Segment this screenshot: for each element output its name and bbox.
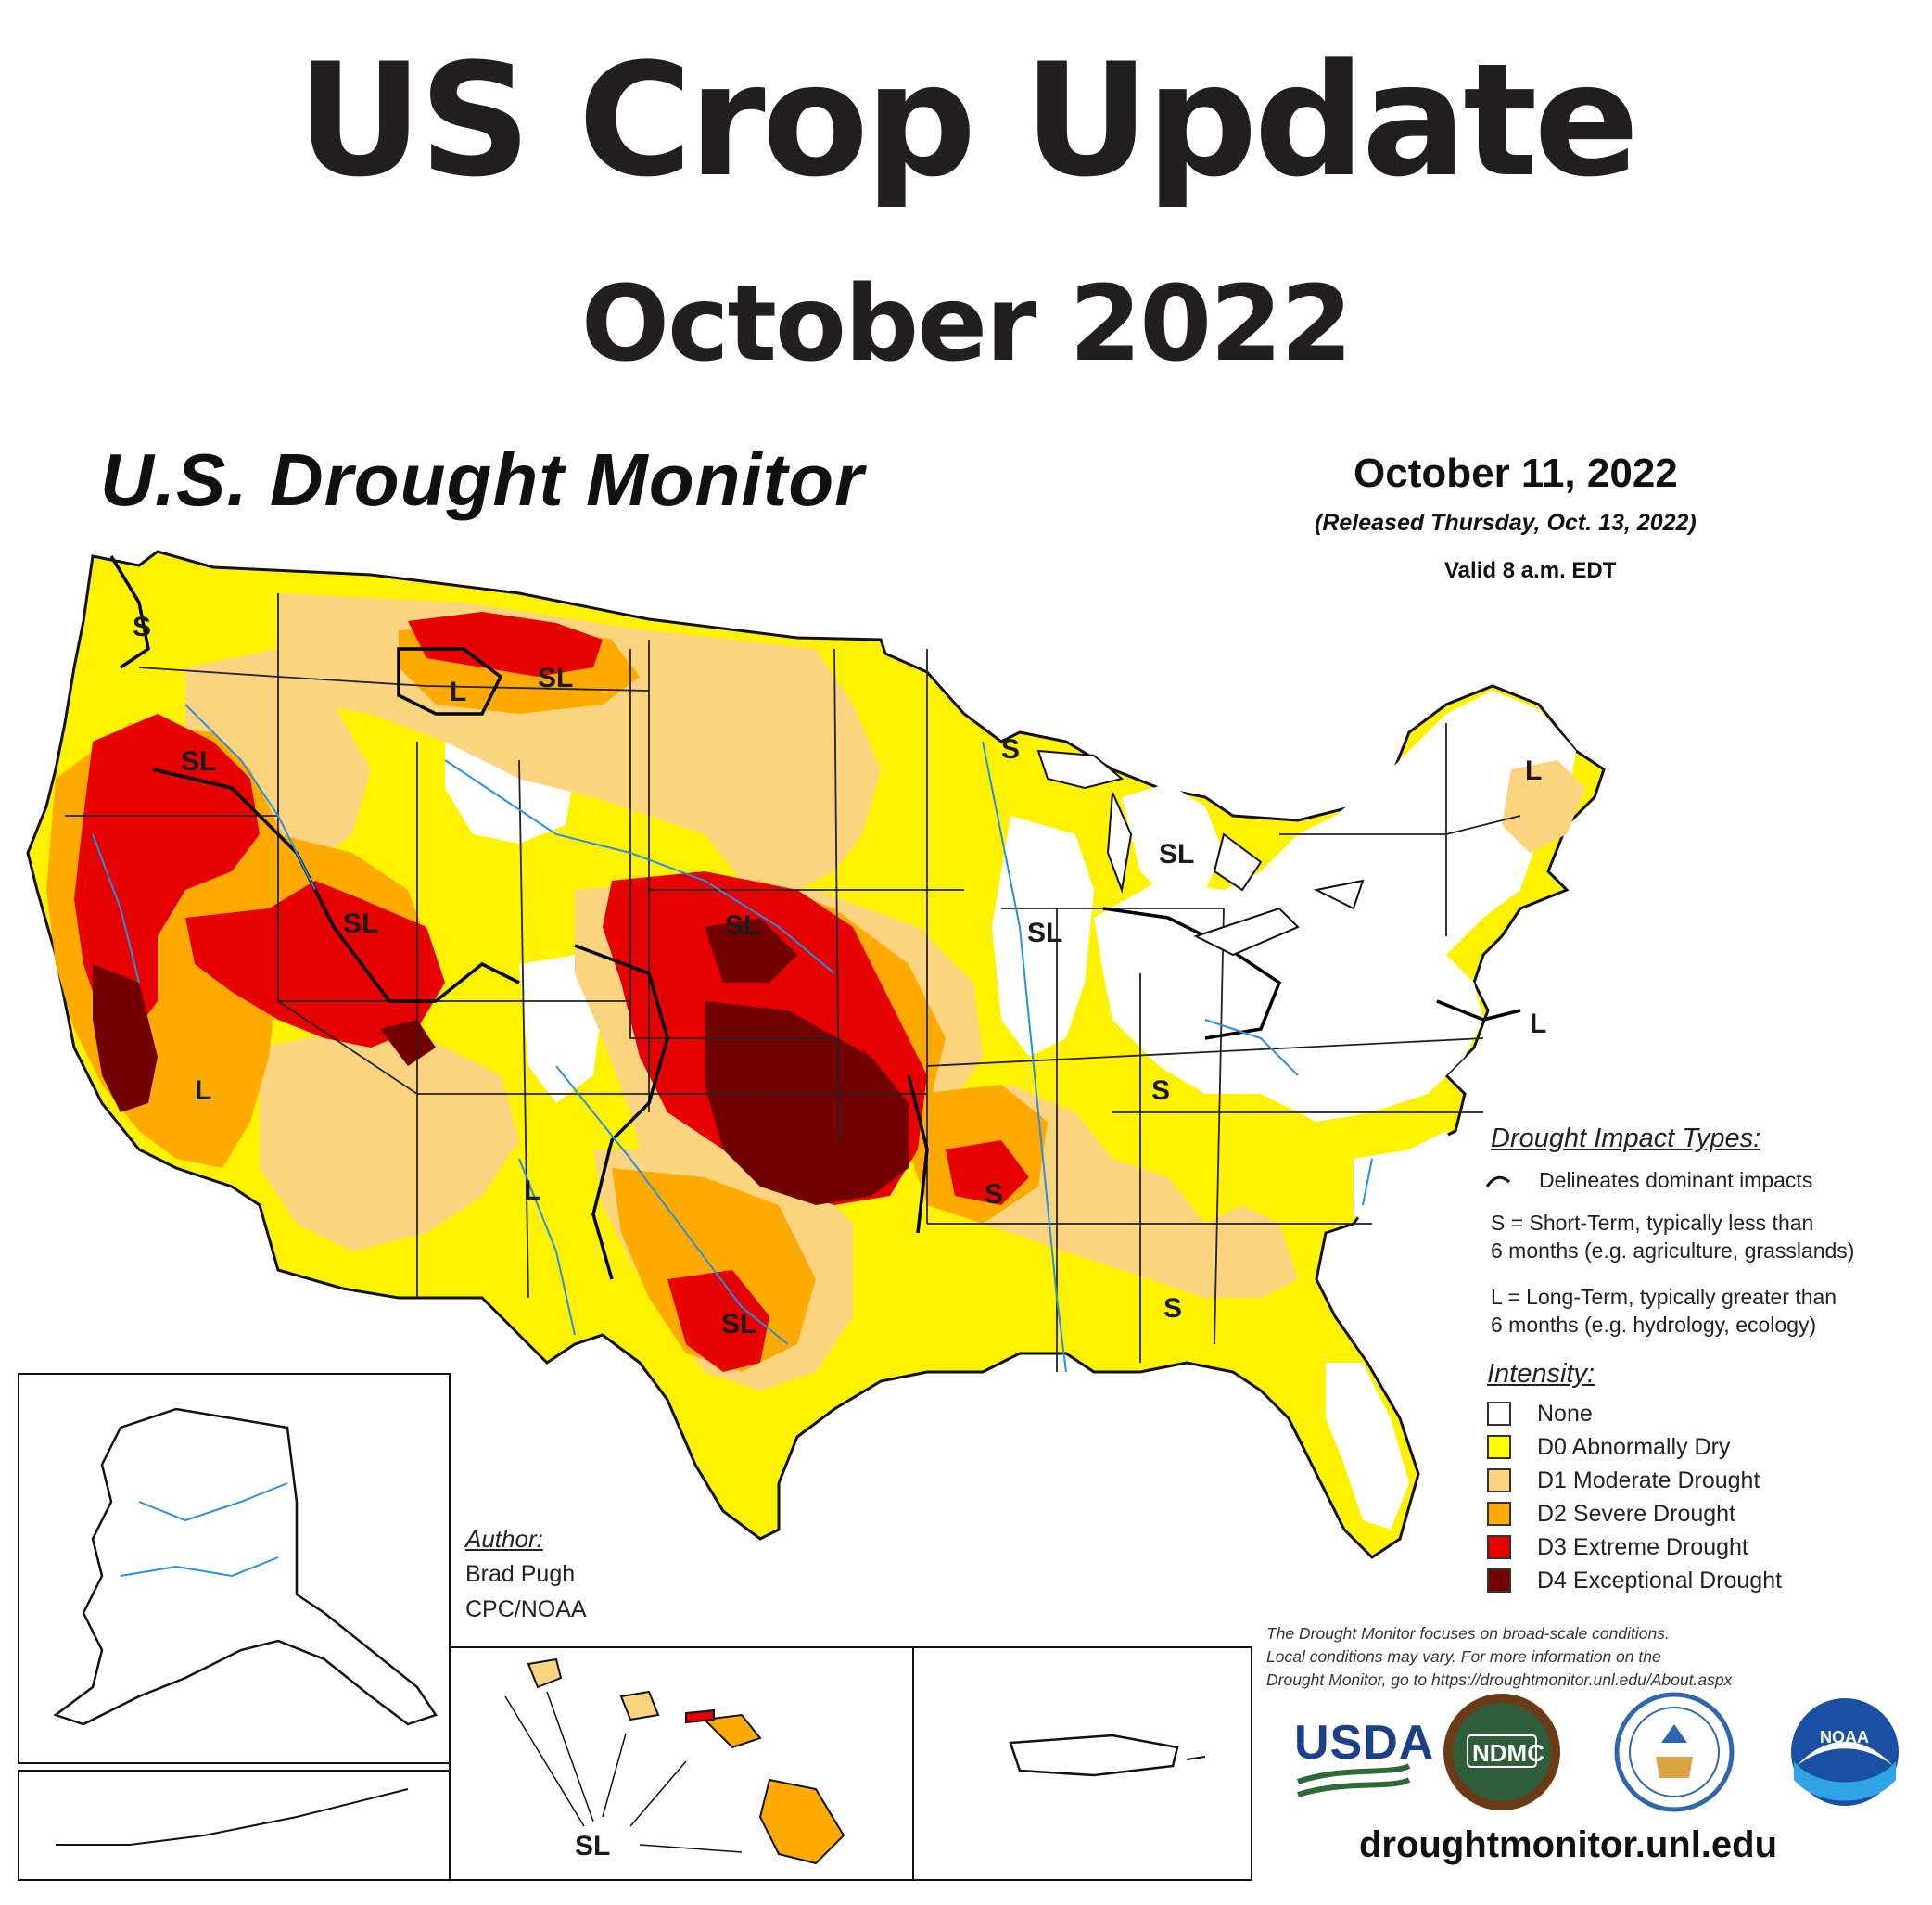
short-term-text-1: S = Short-Term, typically less than xyxy=(1491,1211,1814,1235)
hawaii-kauai xyxy=(527,1657,563,1689)
d4-region-kansas xyxy=(705,918,797,983)
none-region-colorado xyxy=(519,955,603,1103)
impact-label: SL xyxy=(538,663,574,693)
hawaii-molokai xyxy=(685,1708,715,1724)
impact-types-heading: Drought Impact Types: xyxy=(1491,1124,1761,1153)
impact-label: L xyxy=(195,1075,212,1106)
ndmc-logo-text: NDMC xyxy=(1472,1739,1544,1767)
map-date: October 11, 2022 xyxy=(1354,451,1678,496)
hawaii-big-island xyxy=(758,1778,845,1865)
d3-region-arkansas xyxy=(946,1140,1029,1205)
noaa-logo xyxy=(1791,1698,1899,1806)
legend-item-none: None xyxy=(1487,1400,1593,1428)
legend-label: None xyxy=(1537,1400,1593,1427)
none-region-midwest xyxy=(992,816,1094,1057)
d1-region-southwest xyxy=(260,1029,519,1251)
disclaimer-line-2: Local conditions may vary. For more info… xyxy=(1266,1647,1661,1666)
d1-region-northeast xyxy=(1502,760,1585,853)
puerto-rico-inset xyxy=(912,1646,1252,1881)
none-region-florida xyxy=(1326,1363,1409,1530)
impact-label: S xyxy=(1163,1293,1183,1324)
impact-label: SL xyxy=(725,910,761,941)
impact-label: S xyxy=(1151,1075,1171,1106)
author-heading: Author: xyxy=(465,1525,543,1553)
disclaimer-line-1: The Drought Monitor focuses on broad-sca… xyxy=(1266,1624,1670,1643)
impact-label: L xyxy=(524,1175,541,1206)
legend-item-d4: D4 Exceptional Drought xyxy=(1487,1567,1782,1594)
legend-swatch xyxy=(1487,1402,1511,1426)
d4-region-utah xyxy=(380,1020,436,1066)
legend-label: D4 Exceptional Drought xyxy=(1537,1567,1783,1594)
d3-region-utah-nevada xyxy=(185,881,445,1048)
legend-item-d1: D1 Moderate Drought xyxy=(1487,1467,1760,1494)
map-valid-time: Valid 8 a.m. EDT xyxy=(1444,558,1617,583)
impact-label: S xyxy=(985,1179,1004,1210)
delineates-text: Delineates dominant impacts xyxy=(1539,1168,1813,1192)
none-region-northeast xyxy=(1094,691,1576,1122)
impact-label: S xyxy=(1001,734,1021,765)
legend-label: D2 Severe Drought xyxy=(1537,1500,1736,1527)
footer-url: droughtmonitor.unl.edu xyxy=(1359,1824,1778,1865)
hawaii-inset xyxy=(449,1646,914,1881)
delineation-symbol xyxy=(1485,1175,1510,1187)
usda-logo xyxy=(1297,1763,1411,1797)
impact-label: SL xyxy=(181,746,217,777)
page-title: US Crop Update xyxy=(296,30,1640,211)
map-release-date: (Released Thursday, Oct. 13, 2022) xyxy=(1315,510,1697,536)
d4-region-california xyxy=(93,964,158,1112)
none-region-michigan xyxy=(1122,783,1224,899)
legend-label: D0 Abnormally Dry xyxy=(1537,1433,1731,1460)
impact-label: SL xyxy=(1027,918,1063,948)
d3-region-montana xyxy=(408,612,603,677)
legend-swatch xyxy=(1487,1568,1511,1593)
alaska-inset xyxy=(18,1373,451,1881)
impact-label: L xyxy=(450,677,467,707)
legend-label: D3 Extreme Drought xyxy=(1537,1533,1748,1560)
puerto-rico-shape xyxy=(1009,1734,1179,1777)
impact-label: SL xyxy=(721,1309,757,1340)
short-term-text-2: 6 months (e.g. agriculture, grasslands) xyxy=(1491,1238,1855,1263)
impact-delineations xyxy=(109,555,1521,1280)
d4-region-plains xyxy=(705,1001,909,1205)
intensity-heading: Intensity: xyxy=(1487,1359,1595,1389)
d3-region-texas xyxy=(667,1270,769,1372)
none-region-southeast-coast xyxy=(1354,1131,1465,1233)
long-term-text-1: L = Long-Term, typically greater than xyxy=(1491,1285,1837,1309)
disclaimer-line-3: Drought Monitor, go to https://droughtmo… xyxy=(1266,1670,1733,1689)
great-lakes xyxy=(1036,749,1365,957)
long-term-text-2: 6 months (e.g. hydrology, ecology) xyxy=(1491,1313,1817,1337)
legend-swatch xyxy=(1487,1435,1511,1459)
ndmc-logo xyxy=(1443,1694,1560,1810)
page-subtitle: October 2022 xyxy=(580,264,1353,385)
impact-label: L xyxy=(1530,1009,1547,1039)
rivers xyxy=(92,704,1373,1373)
legend-item-d3: D3 Extreme Drought xyxy=(1487,1533,1748,1561)
impact-label: SL xyxy=(1159,839,1195,870)
hawaii-oahu xyxy=(619,1690,660,1721)
drought-monitor-title: U.S. Drought Monitor xyxy=(100,438,865,521)
commerce-seal-logo xyxy=(1614,1692,1735,1812)
hawaii-maui xyxy=(702,1713,762,1749)
legend-item-d0: D0 Abnormally Dry xyxy=(1487,1433,1730,1461)
legend-item-d2: D2 Severe Drought xyxy=(1487,1500,1735,1528)
alaska-shape xyxy=(53,1407,438,1726)
impact-label-hawaii: SL xyxy=(575,1831,611,1861)
author-org: CPC/NOAA xyxy=(465,1596,587,1622)
usda-logo-text: USDA xyxy=(1294,1716,1435,1770)
noaa-logo-text: NOAA xyxy=(1820,1728,1869,1746)
legend-swatch xyxy=(1487,1535,1511,1559)
impact-label: L xyxy=(1525,756,1543,786)
legend-swatch xyxy=(1487,1502,1511,1526)
author-name: Brad Pugh xyxy=(465,1561,576,1587)
impact-label: SL xyxy=(343,908,379,939)
impact-label: S xyxy=(133,612,152,642)
legend-label: D1 Moderate Drought xyxy=(1537,1467,1760,1493)
legend-swatch xyxy=(1487,1468,1511,1492)
d3-region-oregon xyxy=(74,714,260,1038)
